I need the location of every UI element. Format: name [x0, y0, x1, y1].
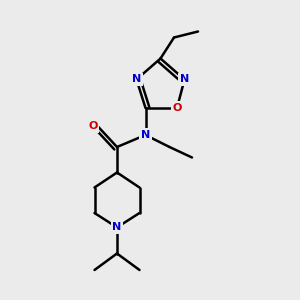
Text: N: N [132, 74, 141, 85]
Text: N: N [141, 130, 150, 140]
Text: O: O [88, 121, 98, 131]
Text: O: O [172, 103, 182, 113]
Text: N: N [180, 74, 189, 85]
Text: N: N [112, 222, 122, 233]
